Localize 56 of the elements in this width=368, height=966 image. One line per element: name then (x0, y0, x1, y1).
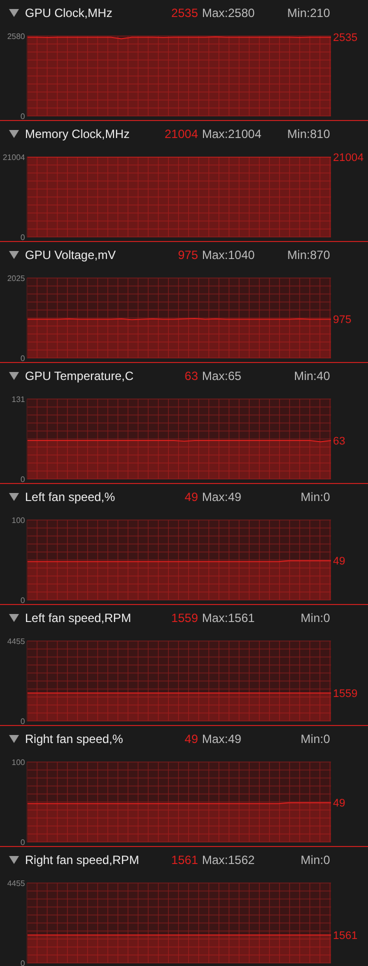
text: 2535 (333, 32, 358, 44)
text: 63 (333, 435, 346, 448)
y-tick-label: 0 (20, 112, 26, 121)
y-tick-label: 131 (12, 394, 26, 404)
text: Max:1561 (202, 611, 256, 625)
y-tick-label: 0 (20, 958, 26, 966)
y-tick-label: 0 (20, 596, 26, 605)
text: Max:65 (202, 369, 242, 383)
y-tick-label: 4455 (7, 636, 26, 646)
text: Min:210 (286, 6, 330, 20)
text: 49 (184, 490, 198, 504)
y-tick-label: 0 (20, 232, 26, 242)
y-tick-label: 4455 (7, 878, 26, 888)
text: Max:21004 (202, 127, 262, 141)
text: 63 (184, 369, 198, 383)
y-tick-label: 100 (12, 758, 26, 767)
text: 1561 (171, 853, 198, 867)
text: 49 (333, 798, 346, 810)
y-tick-label: 0 (20, 838, 26, 847)
text: 49 (184, 732, 198, 746)
text: 975 (333, 314, 352, 326)
y-tick-label: 2580 (7, 32, 26, 41)
text: Max:1040 (202, 248, 256, 262)
y-tick-label: 0 (20, 354, 26, 363)
text: 49 (333, 556, 346, 568)
text: Max:1562 (202, 853, 256, 867)
text: Max:49 (202, 732, 242, 746)
text: Min:0 (300, 853, 330, 867)
chart-title: Right fan speed,RPM (25, 853, 140, 867)
chart-title: Left fan speed,RPM (25, 611, 132, 625)
y-tick-label: 21004 (2, 152, 26, 162)
text: Min:870 (286, 248, 330, 262)
y-tick-label: 100 (12, 516, 26, 525)
text: Max:49 (202, 490, 242, 504)
y-tick-label: 2025 (7, 274, 26, 283)
chart-title: Memory Clock,MHz (25, 127, 130, 141)
text: 21004 (164, 127, 198, 141)
y-tick-label: 0 (20, 474, 26, 484)
chart-title: GPU Temperature,C (25, 369, 134, 383)
chart-title: GPU Voltage,mV (25, 248, 116, 262)
text: 1561 (333, 930, 358, 942)
text: Min:0 (300, 611, 330, 625)
text: Min:0 (300, 490, 330, 504)
text: 2535 (171, 6, 198, 20)
text: 1559 (171, 611, 198, 625)
text: Min:0 (300, 732, 330, 746)
text: Min:40 (292, 369, 330, 383)
chart-title: GPU Clock,MHz (25, 6, 112, 20)
text: 975 (178, 248, 198, 262)
chart-title: Right fan speed,% (25, 732, 124, 746)
text: Max:2580 (202, 6, 256, 20)
text: Min:810 (286, 127, 330, 141)
text: 21004 (333, 152, 364, 164)
chart-title: Left fan speed,% (25, 490, 116, 504)
y-tick-label: 0 (20, 716, 26, 726)
text: 1559 (333, 688, 358, 700)
